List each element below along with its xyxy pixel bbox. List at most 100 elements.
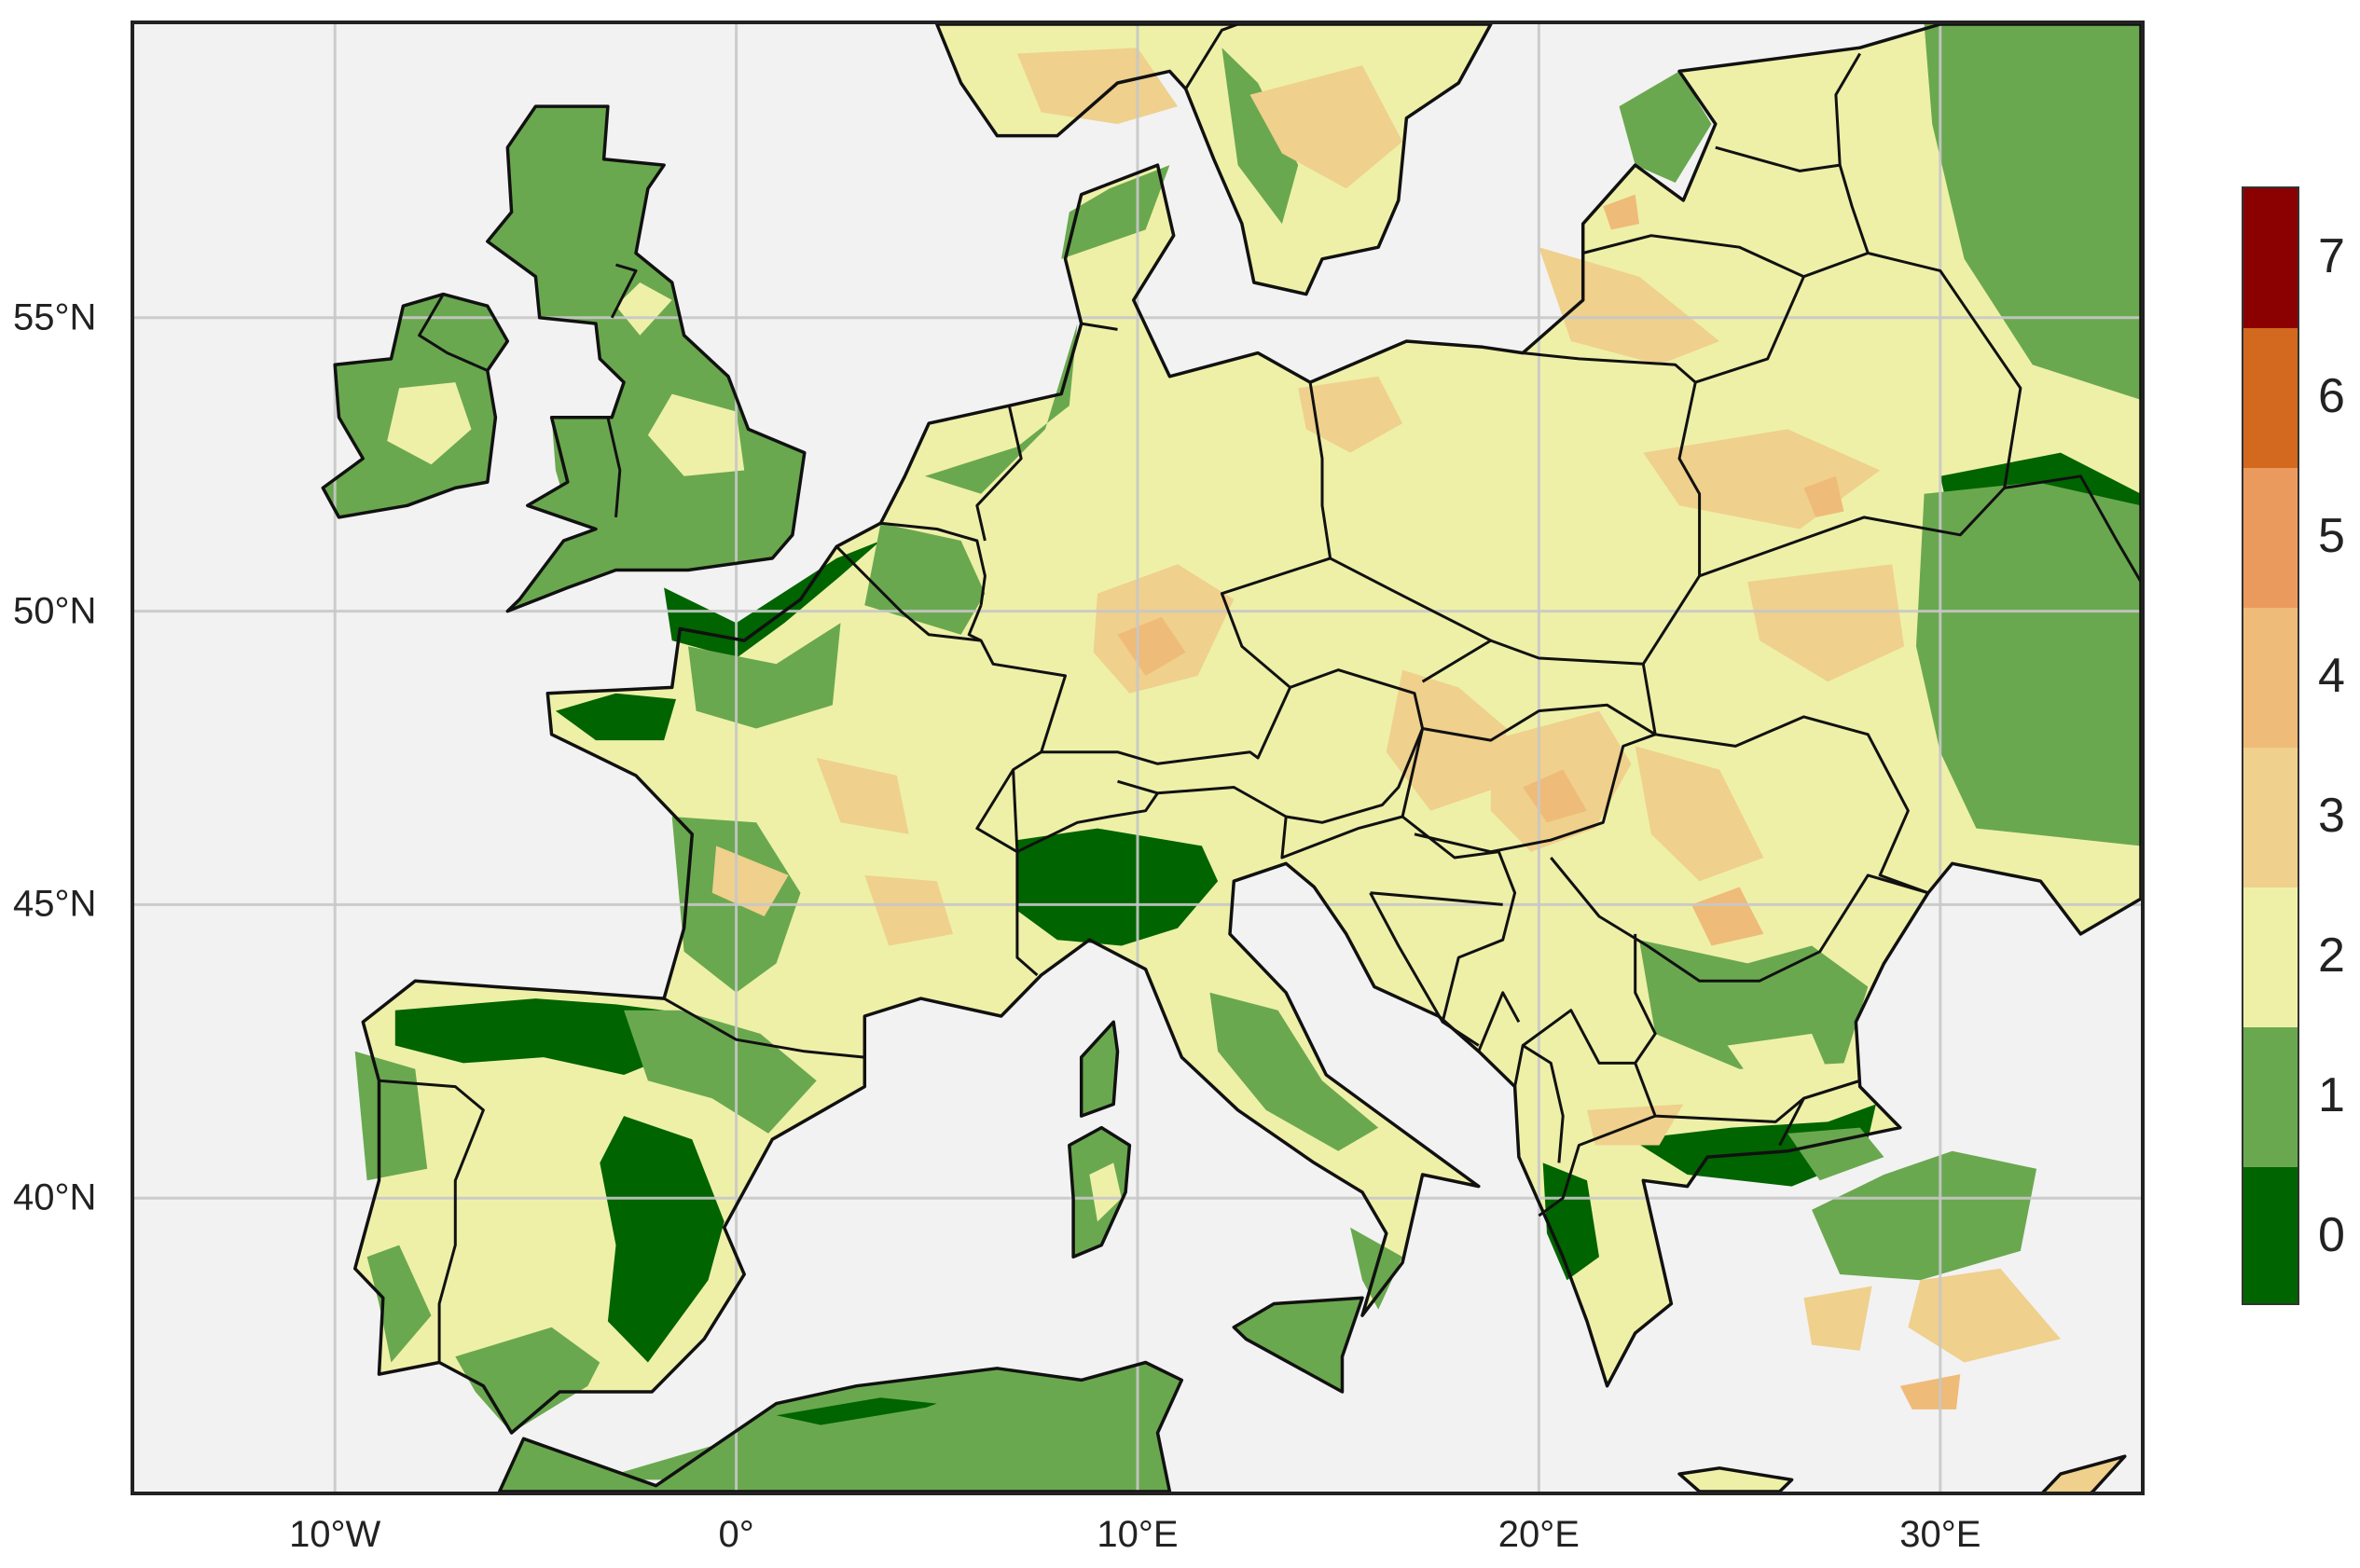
coastline-0 <box>352 24 2141 1435</box>
latitude-tick-label: 45°N <box>13 883 97 925</box>
value-patch-51 <box>816 758 909 834</box>
value-patch-32 <box>387 382 472 465</box>
coastline-1 <box>486 104 807 613</box>
value-patch-34 <box>615 282 672 336</box>
value-patch-28 <box>544 183 644 282</box>
colorbar <box>2242 186 2299 1305</box>
country-border-12 <box>1490 639 1657 736</box>
value-patch-25 <box>1916 482 2141 846</box>
colorbar-tick-label: 3 <box>2318 789 2345 843</box>
value-patch-27 <box>499 1397 1158 1480</box>
colorbar-tick-label: 1 <box>2318 1068 2345 1122</box>
value-patch-37 <box>1727 1033 1832 1093</box>
country-border-7 <box>1041 557 1493 765</box>
land-region-6 <box>1234 1298 1362 1392</box>
country-border-31 <box>1778 1079 1861 1147</box>
country-border-33 <box>610 263 638 319</box>
value-patch-13 <box>924 323 1078 494</box>
value-patch-26 <box>1221 48 1299 225</box>
value-patch-54 <box>1117 616 1186 676</box>
value-patch-56 <box>1603 194 1639 230</box>
value-patch-36 <box>1089 1162 1122 1222</box>
colorbar-segment <box>2243 748 2298 887</box>
value-patch-20 <box>624 1010 817 1134</box>
value-patch-10 <box>688 623 841 729</box>
country-border-10 <box>1012 769 1159 854</box>
value-patch-1 <box>555 693 676 741</box>
country-border-30 <box>1233 861 1287 883</box>
coastline-6 <box>1232 1296 1364 1394</box>
colorbar-tick-label: 4 <box>2318 649 2345 703</box>
colorbar-tick-label: 5 <box>2318 509 2345 563</box>
latitude-tick-label: 40°N <box>13 1176 97 1218</box>
land-region-5 <box>1081 1022 1118 1117</box>
value-patch-50 <box>1803 1286 1872 1351</box>
colorbar-segment <box>2243 608 2298 748</box>
value-patch-58 <box>1803 475 1844 517</box>
country-border-5 <box>975 405 1023 542</box>
longitude-tick-label: 20°E <box>1497 1514 1580 1555</box>
value-patch-18 <box>366 1245 432 1363</box>
country-border-9 <box>1117 668 1425 824</box>
country-border-4 <box>967 604 983 642</box>
country-border-8 <box>1308 381 1332 559</box>
country-border-2 <box>835 545 1067 977</box>
colorbar-segment <box>2243 887 2298 1027</box>
coastline-5 <box>1079 1020 1120 1118</box>
value-patch-14 <box>1061 165 1170 259</box>
country-border-6 <box>1081 322 1118 331</box>
country-border-28 <box>1522 1009 1635 1065</box>
coastline-4 <box>1068 1125 1132 1259</box>
coastline-9 <box>2041 1454 2127 1492</box>
land-region-7 <box>1679 1467 1792 1492</box>
value-patch-49 <box>1908 1268 2061 1363</box>
longitude-tick-label: 10°W <box>289 1514 381 1555</box>
value-patch-4 <box>1016 828 1219 946</box>
country-border-21 <box>1550 857 1929 983</box>
coastline-2 <box>321 292 510 519</box>
europe-map <box>134 24 2141 1492</box>
country-border-27 <box>1369 892 1480 1047</box>
value-patch-33 <box>647 393 745 476</box>
value-patch-9 <box>776 1397 937 1433</box>
value-patch-15 <box>1209 992 1379 1151</box>
country-border-25 <box>1401 815 1517 1023</box>
value-patch-2 <box>394 998 697 1075</box>
value-patch-23 <box>1787 1127 1884 1181</box>
coastline-7 <box>1677 1466 1794 1492</box>
country-border-29 <box>1477 991 1521 1052</box>
land-region-9 <box>2043 1456 2125 1492</box>
value-patch-41 <box>1635 746 1764 882</box>
value-patch-19 <box>455 1327 600 1433</box>
value-patch-52 <box>864 874 953 946</box>
value-patch-22 <box>1812 1150 2037 1281</box>
value-patch-3 <box>600 1116 725 1363</box>
colorbar-segment <box>2243 188 2298 328</box>
country-border-16 <box>1694 252 2022 488</box>
latitude-tick-label: 50°N <box>13 590 97 632</box>
colorbar-segment <box>2243 1167 2298 1303</box>
value-patch-24 <box>1924 24 2141 400</box>
longitude-tick-label: 30°E <box>1899 1514 1981 1555</box>
value-patch-0 <box>664 541 881 658</box>
latitude-tick-label: 55°N <box>13 296 97 338</box>
value-patch-53 <box>711 846 789 916</box>
country-border-13 <box>1523 351 1702 666</box>
country-border-11 <box>1280 703 1657 860</box>
land-areas <box>323 24 2141 1492</box>
country-border-18 <box>1581 164 1636 226</box>
colorbar-segment <box>2243 468 2298 608</box>
longitude-tick-label: 10°E <box>1097 1514 1179 1555</box>
value-patch-57 <box>1691 887 1764 946</box>
country-border-17 <box>1582 234 1805 279</box>
country-border-22 <box>1634 933 1861 1123</box>
value-patch-44 <box>1747 564 1905 682</box>
country-border-15 <box>1699 475 2141 583</box>
graticule <box>134 24 2141 1492</box>
longitude-tick-label: 0° <box>718 1514 754 1555</box>
country-border-35 <box>1184 24 1239 90</box>
map-plot-area[interactable] <box>131 21 2145 1495</box>
value-patch-47 <box>1249 65 1403 189</box>
country-border-23 <box>1538 1114 1656 1217</box>
